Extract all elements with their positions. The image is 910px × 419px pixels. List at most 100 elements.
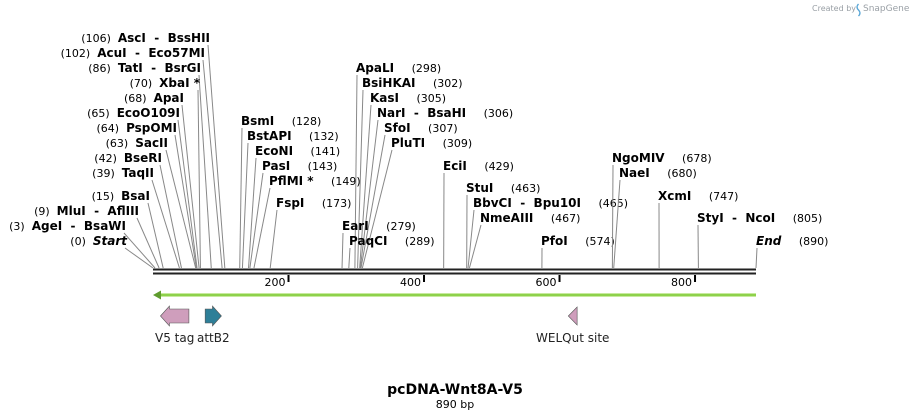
site-leader-line — [202, 59, 223, 269]
ruler-tick-label: 600 — [536, 276, 557, 289]
site-label: BstAPI (132) — [247, 129, 339, 143]
site-bsai[interactable]: (15) BsaI — [92, 189, 164, 269]
site-enzyme-name: AgeI — [32, 219, 62, 233]
orf-line — [159, 294, 756, 296]
site-position: (128) — [274, 115, 321, 128]
sequence-length: 890 bp — [436, 398, 474, 411]
site-econi[interactable]: EcoNI (141) — [248, 144, 341, 269]
site-position: (302) — [416, 77, 463, 90]
site-pfoi[interactable]: PfoI (574) — [541, 234, 615, 269]
feature-v5-tag[interactable]: V5 tag — [155, 305, 194, 345]
site-leader-line — [341, 232, 344, 269]
site-label: EcoNI (141) — [255, 144, 340, 158]
site-position: (0) — [70, 235, 93, 248]
site-label: StuI (463) — [466, 181, 540, 195]
site-enzyme-name: AcuI — [97, 46, 126, 60]
site-apali[interactable]: ApaLI (298) — [354, 61, 441, 269]
site-enzyme-name: BsrGI — [164, 61, 201, 75]
site-taqii[interactable]: (39) TaqII — [92, 166, 180, 269]
site-leader-line — [611, 164, 614, 269]
site-styi[interactable]: StyI - NcoI (805) — [697, 211, 822, 269]
site-label: (39) TaqII — [92, 166, 154, 180]
site-leader-line — [359, 104, 372, 269]
site-ecoo109i[interactable]: (65) EcoO109I — [87, 106, 198, 269]
site-leader-line — [755, 247, 758, 269]
site-leader-line — [207, 44, 226, 269]
site-enzyme-name: BseRI — [124, 151, 162, 165]
site-enzyme-name: NmeAIII — [480, 211, 533, 225]
site-kasi[interactable]: KasI (305) — [359, 91, 446, 269]
site-ngomiv[interactable]: NgoMIV (678) — [611, 151, 712, 269]
site-position: (306) — [466, 107, 513, 120]
site-bsmi[interactable]: BsmI (128) — [239, 114, 322, 269]
site-enzyme-name: StuI — [466, 181, 493, 195]
ruler-tick-label: 800 — [671, 276, 692, 289]
orf-arrow[interactable] — [153, 290, 756, 300]
feature-arrow-icon — [204, 305, 222, 327]
site-sacii[interactable]: (63) SacII — [106, 136, 197, 269]
credit-prefix: Created by — [812, 4, 856, 13]
credit-brand: SnapGene — [863, 4, 910, 14]
site-label: XcmI (747) — [658, 189, 738, 203]
site-end[interactable]: End (890) — [755, 234, 828, 269]
site-tati[interactable]: (86) TatI - BsrGI — [88, 61, 212, 269]
site-xbai[interactable]: (70) XbaI * — [130, 76, 201, 269]
site-enzyme-name: PflMI * — [269, 174, 314, 188]
site-position: (68) — [124, 92, 154, 105]
site-fspi[interactable]: FspI (173) — [269, 196, 351, 269]
site-bseri[interactable]: (42) BseRI — [94, 151, 182, 269]
site-naei[interactable]: NaeI (680) — [613, 166, 697, 269]
site-label: BsiHKAI (302) — [362, 76, 463, 90]
site-eari[interactable]: EarI (279) — [341, 219, 416, 269]
site-leader-line — [468, 224, 482, 269]
site-enzyme-name: SfoI — [384, 121, 411, 135]
site-pspomi[interactable]: (64) PspOMI — [96, 121, 197, 269]
site-position: (141) — [293, 145, 340, 158]
site-ecii[interactable]: EciI (429) — [443, 159, 514, 269]
features: V5 tag attB2 WELQut site — [155, 305, 609, 345]
feature-welqut-site[interactable]: WELQut site — [536, 306, 609, 345]
site-leader-line — [177, 119, 198, 269]
site-start[interactable]: (0) Start — [70, 234, 154, 269]
site-label: PflMI * (149) — [269, 174, 361, 188]
snapgene-logo-icon — [856, 3, 861, 17]
site-pasi[interactable]: PasI (143) — [249, 159, 337, 269]
site-pflmi[interactable]: PflMI * (149) — [253, 174, 361, 269]
site-position: (298) — [394, 62, 441, 75]
site-label: FspI (173) — [276, 196, 351, 210]
site-label: ApaLI (298) — [356, 61, 441, 75]
site-enzyme-name: BstAPI — [247, 129, 292, 143]
site-agei[interactable]: (3) AgeI - BsaWI — [9, 219, 156, 269]
site-enzyme-name: StyI — [697, 211, 724, 225]
site-sfoi[interactable]: SfoI (307) — [360, 121, 458, 269]
site-enzyme-name: BsiHKAI — [362, 76, 416, 90]
site-position: (678) — [665, 152, 712, 165]
site-nmeaiii[interactable]: NmeAIII (467) — [468, 211, 580, 269]
orf-arrowhead-icon — [153, 290, 161, 300]
site-leader-line — [174, 134, 197, 269]
site-bsihkai[interactable]: BsiHKAI (302) — [357, 76, 463, 269]
site-enzyme-name: PasI — [262, 159, 290, 173]
site-asci[interactable]: (106) AscI - BssHII — [81, 31, 226, 269]
site-acui[interactable]: (102) AcuI - Eco57MI — [61, 46, 223, 269]
site-leader-line — [241, 142, 249, 269]
site-leader-line — [165, 149, 197, 269]
site-leader-line — [354, 74, 358, 269]
site-bbvci[interactable]: BbvCI - Bpu10I (465) — [467, 196, 628, 269]
feature-arrow-icon — [160, 305, 190, 327]
site-mlui[interactable]: (9) MluI - AflIII — [34, 204, 160, 269]
site-pluti[interactable]: PluTI (309) — [361, 136, 472, 269]
site-enzyme-name: AscI — [118, 31, 146, 45]
feature-attb2[interactable]: attB2 — [197, 305, 230, 345]
site-position: (9) — [34, 205, 57, 218]
site-stui[interactable]: StuI (463) — [466, 181, 540, 269]
site-xcmi[interactable]: XcmI (747) — [658, 189, 738, 269]
site-position: (307) — [411, 122, 458, 135]
site-bstapi[interactable]: BstAPI (132) — [241, 129, 339, 269]
site-apai[interactable]: (68) ApaI — [124, 91, 200, 269]
site-paqci[interactable]: PaqCI (289) — [348, 234, 435, 269]
site-nari[interactable]: NarI - BsaHI (306) — [359, 106, 513, 269]
site-label: BsmI (128) — [241, 114, 321, 128]
site-position: (63) — [106, 137, 136, 150]
ruler-tick — [423, 275, 426, 282]
